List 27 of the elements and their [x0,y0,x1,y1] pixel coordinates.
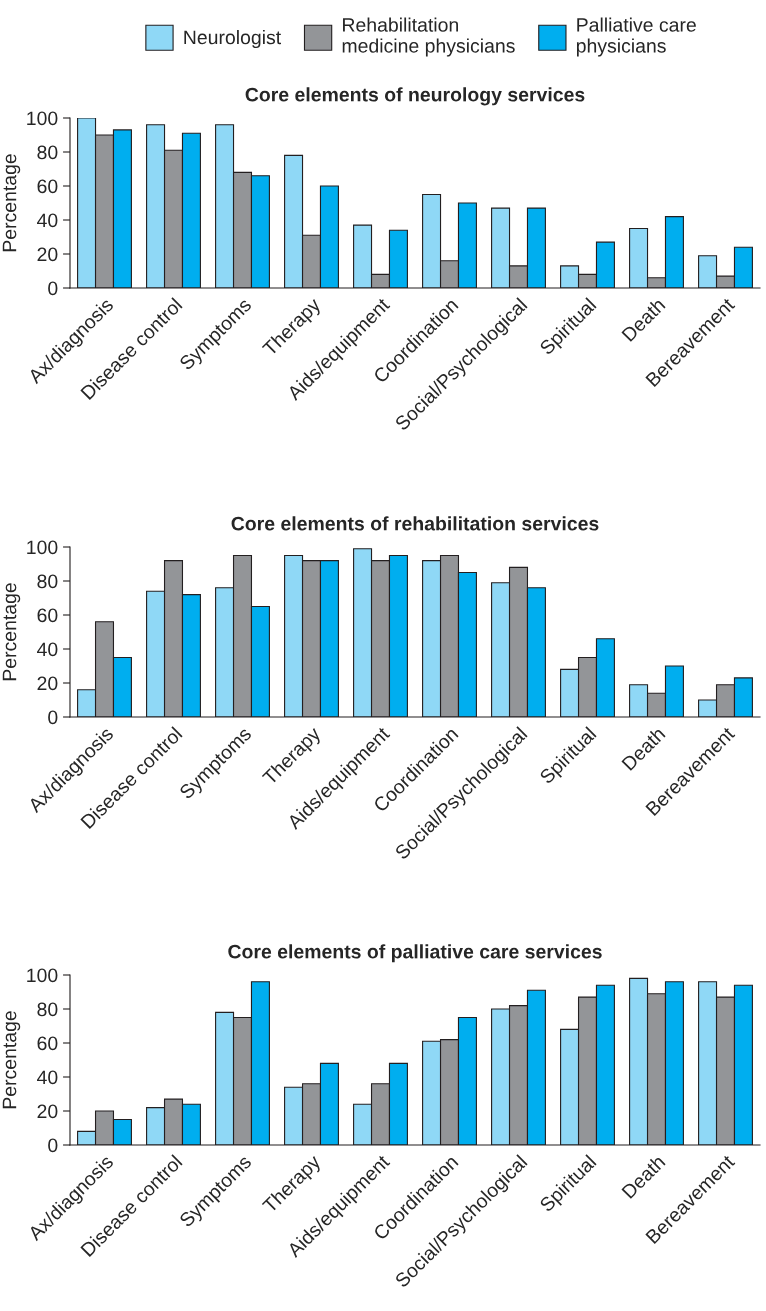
y-axis-title: Percentage [2,583,21,681]
chart-title: Core elements of palliative care services [228,944,602,963]
y-tick-label: 40 [37,1070,58,1085]
y-tick-label: 20 [37,1104,58,1119]
y-tick-label: 20 [37,676,58,691]
y-tick-label: 60 [37,1036,58,1051]
y-axis-title: Percentage [2,154,21,252]
y-tick-label: 40 [37,642,58,657]
legend-label: Palliative care physicians [576,17,696,57]
y-tick-label: 60 [37,608,58,623]
y-tick-label: 80 [37,1002,58,1017]
chart-title: Core elements of neurology services [245,87,585,106]
y-tick-label: 20 [37,247,58,262]
y-tick-label: 80 [37,145,58,160]
y-tick-label: 0 [48,281,58,296]
y-tick-label: 40 [37,213,58,228]
legend-label: Neurologist [184,29,282,49]
y-tick-label: 100 [27,968,58,983]
chart-title: Core elements of rehabilitation services [231,516,599,531]
y-tick-label: 0 [48,1138,58,1153]
y-tick-label: 0 [48,710,58,725]
y-tick-label: 100 [27,540,58,555]
legend-label: Rehabilitation medicine physicians [342,17,515,57]
y-tick-label: 100 [27,111,58,126]
y-tick-label: 80 [37,574,58,589]
y-tick-label: 60 [37,179,58,194]
y-axis-title: Percentage [2,1011,21,1109]
